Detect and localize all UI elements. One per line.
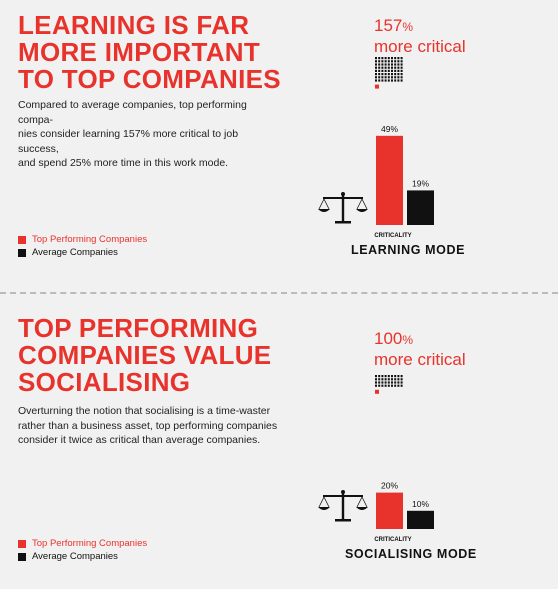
body-line: consider it twice as critical than avera…: [18, 434, 261, 446]
body-line: Overturning the notion that socialising …: [18, 405, 271, 417]
callout-unit: %: [402, 333, 414, 347]
callout-number: 100: [374, 329, 403, 348]
bar-group: 49% 19% CRITICALITY: [374, 124, 434, 239]
legend-swatch-red: [18, 236, 26, 244]
bar-value-label: 20%: [381, 481, 398, 491]
body-line: Compared to average companies, top perfo…: [18, 99, 247, 126]
learning-callout-value: 157%: [374, 16, 413, 37]
legend-item-top: Top Performing Companies: [18, 538, 147, 550]
learning-mode-label: LEARNING MODE: [351, 243, 466, 257]
bar-average: [407, 510, 434, 529]
balance-scale-icon: [318, 192, 368, 224]
category-tick-label: CRITICALITY: [374, 233, 411, 239]
socialising-headline: TOP PERFORMING COMPANIES VALUE SOCIALISI…: [18, 315, 318, 396]
bar-group: 20% 10% CRITICALITY: [374, 481, 434, 543]
legend-swatch-red: [18, 540, 26, 548]
body-line: rather than a business asset, top perfor…: [18, 419, 278, 432]
learning-chart: 49% 19% CRITICALITY: [318, 57, 434, 239]
learning-callout-text: more critical: [374, 37, 466, 56]
callout-number: 157: [374, 16, 403, 35]
body-line: and spend 25% more time in this work mod…: [18, 157, 229, 169]
bar-value-label: 10%: [412, 499, 429, 509]
socialising-mode-label: SOCIALISING MODE: [345, 547, 477, 561]
legend-label: Top Performing Companies: [32, 234, 148, 245]
learning-headline: LEARNING IS FAR MORE IMPORTANT TO TOP CO…: [18, 12, 318, 93]
legend-item-average: Average Companies: [18, 551, 147, 563]
headline-line: MORE IMPORTANT: [18, 37, 261, 67]
headline-line: TO TOP COMPANIES: [18, 64, 281, 94]
category-tick-label: CRITICALITY: [374, 537, 411, 543]
bar-top-performing: [376, 492, 403, 529]
bar-value-label: 19%: [412, 178, 429, 188]
learning-body-text: Compared to average companies, top perfo…: [18, 98, 280, 171]
headline-line: TOP PERFORMING: [18, 313, 259, 343]
callout-unit: %: [402, 20, 414, 34]
legend-item-average: Average Companies: [18, 247, 147, 259]
bar-top-performing: [376, 135, 403, 225]
headline-line: COMPANIES VALUE: [18, 340, 272, 370]
legend-label: Average Companies: [32, 247, 118, 258]
learning-legend: Top Performing Companies Average Compani…: [18, 234, 147, 260]
learning-section: LEARNING IS FAR MORE IMPORTANT TO TOP CO…: [0, 0, 558, 292]
body-line: nies consider learning 157% more critica…: [18, 128, 239, 155]
legend-item-top: Top Performing Companies: [18, 234, 147, 246]
grid-pictogram-icon: [375, 375, 403, 394]
socialising-chart: 20% 10% CRITICALITY: [318, 375, 434, 543]
socialising-callout-text: more critical: [374, 350, 466, 369]
bar-average: [407, 190, 434, 225]
legend-swatch-black: [18, 553, 26, 561]
headline-line: LEARNING IS FAR: [18, 10, 250, 40]
legend-swatch-black: [18, 249, 26, 257]
socialising-callout-value: 100%: [374, 329, 413, 350]
section-divider: [0, 292, 558, 294]
headline-line: SOCIALISING: [18, 367, 191, 397]
balance-scale-icon: [318, 490, 368, 522]
socialising-body-text: Overturning the notion that socialising …: [18, 404, 280, 448]
grid-pictogram-icon: [375, 57, 403, 89]
bar-value-label: 49%: [381, 124, 398, 134]
socialising-legend: Top Performing Companies Average Compani…: [18, 538, 147, 564]
legend-label: Average Companies: [32, 551, 118, 562]
legend-label: Top Performing Companies: [32, 538, 148, 549]
socialising-section: TOP PERFORMING COMPANIES VALUE SOCIALISI…: [0, 297, 558, 589]
